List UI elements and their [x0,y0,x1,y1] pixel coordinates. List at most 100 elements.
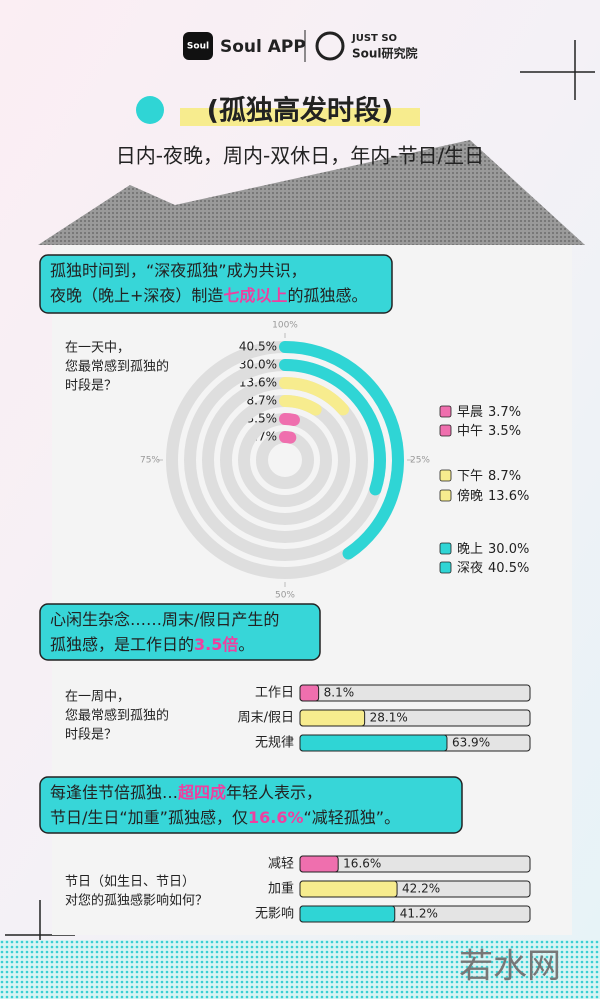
tick-label: 100% [272,321,298,331]
callout-text: 节日/生日“加重”孤独感，仅 [50,808,248,827]
legend-category: 晚上 [457,542,483,557]
bar [299,905,396,923]
callout-text: 。 [238,635,254,654]
callout-line: 每逢佳节倍孤独…超四成年轻人表示， [50,783,322,802]
value-label: 30.0% [239,358,277,372]
value-label: 13.6% [239,376,277,390]
category-label: 周末/假日 [238,711,294,726]
category-label: 工作日 [255,686,294,701]
value-label: 40.5% [239,340,277,354]
value-label: 8.1% [324,686,355,700]
callout-text: 夜晚（晚上+深夜）制造 [50,286,223,305]
legend-swatch [439,424,452,437]
radial-bar [279,431,297,444]
legend-swatch [439,489,452,502]
value-label: 16.6% [343,857,381,871]
lab-icon [315,31,345,61]
value-label: 41.2% [400,907,438,921]
callout-text: “减轻孤独”。 [304,808,401,827]
bar [299,684,320,702]
callout-line: 孤独时间到，“深夜孤独”成为共识， [50,261,307,280]
legend-category: 早晨 [457,405,483,420]
tick-label: 50% [275,591,295,601]
callout-line: 孤独感，是工作日的3.5倍。 [50,635,254,654]
callout-text: 孤独感，是工作日的 [50,635,194,654]
legend-swatch [439,542,452,555]
callout-text: 孤独时间到，“深夜孤独”成为共识， [50,261,307,280]
question: 对您的孤独感影响如何？ [65,893,208,909]
callout-text: 年轻人表示， [226,783,322,802]
value-label: 63.9% [452,736,490,750]
tick-label: 25% [410,456,430,466]
legend-label: 深夜 40.5% [457,561,529,576]
legend-label: 早晨 3.7% [457,405,521,420]
callout-box [39,603,321,661]
value-label: 28.1% [370,711,408,725]
legend-swatch [439,561,452,574]
question: 在一周中， [65,690,130,705]
category-label: 无规律 [255,736,294,751]
callout-line: 夜晚（晚上+深夜）制造七成以上的孤独感。 [50,286,367,305]
value-label: 42.2% [402,882,440,896]
callout-text: 每逢佳节倍孤独… [50,783,178,802]
category-label: 加重 [268,881,294,897]
title: (孤独高发时段) [207,95,394,127]
legend-label: 下午 8.7% [457,469,521,484]
callout-line: 心闲生杂念……周末/假日产生的 [50,610,279,629]
legend-swatch [439,405,452,418]
legend-swatch [439,469,452,482]
legend-value: 8.7% [488,469,521,484]
callout-highlight: 七成以上 [223,286,287,305]
bar [299,880,398,898]
legend-category: 下午 [457,469,483,484]
tick-label: 75% [140,456,160,466]
brand: Soul APP [220,37,306,57]
legend-value: 3.7% [488,405,521,420]
callout-line: 节日/生日“加重”孤独感，仅16.6%“减轻孤独”。 [50,808,400,827]
footer-strip [0,940,600,999]
legend-value: 30.0% [488,542,529,557]
callout-box [39,254,393,314]
roof [38,140,585,245]
legend-value: 40.5% [488,561,529,576]
radial-bar [279,413,300,426]
callout-box [39,776,463,834]
callout-highlight: 16.6% [248,808,304,827]
radial-bar [279,395,322,416]
legend-value: 13.6% [488,489,529,504]
title-icon [136,96,164,124]
value-label: 8.7% [247,394,278,408]
category-label: 减轻 [268,857,294,872]
question: 节日（如生日、节日） [65,874,195,890]
question: 您最常感到孤独的 [65,359,169,375]
radial-bar [279,359,386,496]
question: 您最常感到孤独的 [65,708,169,724]
callout-text: 的孤独感。 [287,286,367,305]
legend-category: 傍晚 [457,488,483,504]
callout-highlight: 3.5倍 [194,635,238,654]
legend-label: 中午 3.5% [457,424,521,439]
logo-icon [183,32,213,60]
radial-bar [279,377,350,416]
decor-cross [520,40,595,100]
question: 在一天中， [65,341,130,356]
legend-label: 晚上 30.0% [457,542,529,557]
legend-value: 3.5% [488,424,521,439]
bar [299,709,366,727]
watermark: 若水网 [459,947,561,987]
callout-highlight: 超四成 [177,783,226,802]
radial-bar [279,341,404,560]
lab-bottom: Soul研究院 [352,46,418,61]
logo-mark: Soul [187,42,209,52]
callout-text: 心闲生杂念……周末/假日产生的 [50,610,279,629]
legend-category: 中午 [457,424,483,439]
title-highlight [180,108,420,126]
bar [299,734,448,752]
category-label: 无影响 [255,906,294,922]
question: 时段是？ [65,379,117,394]
lab-top: JUST SO [351,33,397,44]
subtitle: 日内-夜晚，周内-双休日，年内-节日/生日 [116,144,484,168]
question: 时段是？ [65,728,117,743]
